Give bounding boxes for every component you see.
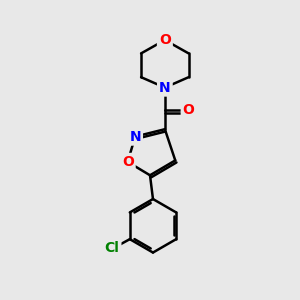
Text: O: O <box>159 33 171 47</box>
Text: O: O <box>183 103 195 117</box>
Text: N: N <box>159 81 171 94</box>
Text: O: O <box>122 155 134 169</box>
Text: N: N <box>129 130 141 144</box>
Text: Cl: Cl <box>104 241 119 255</box>
